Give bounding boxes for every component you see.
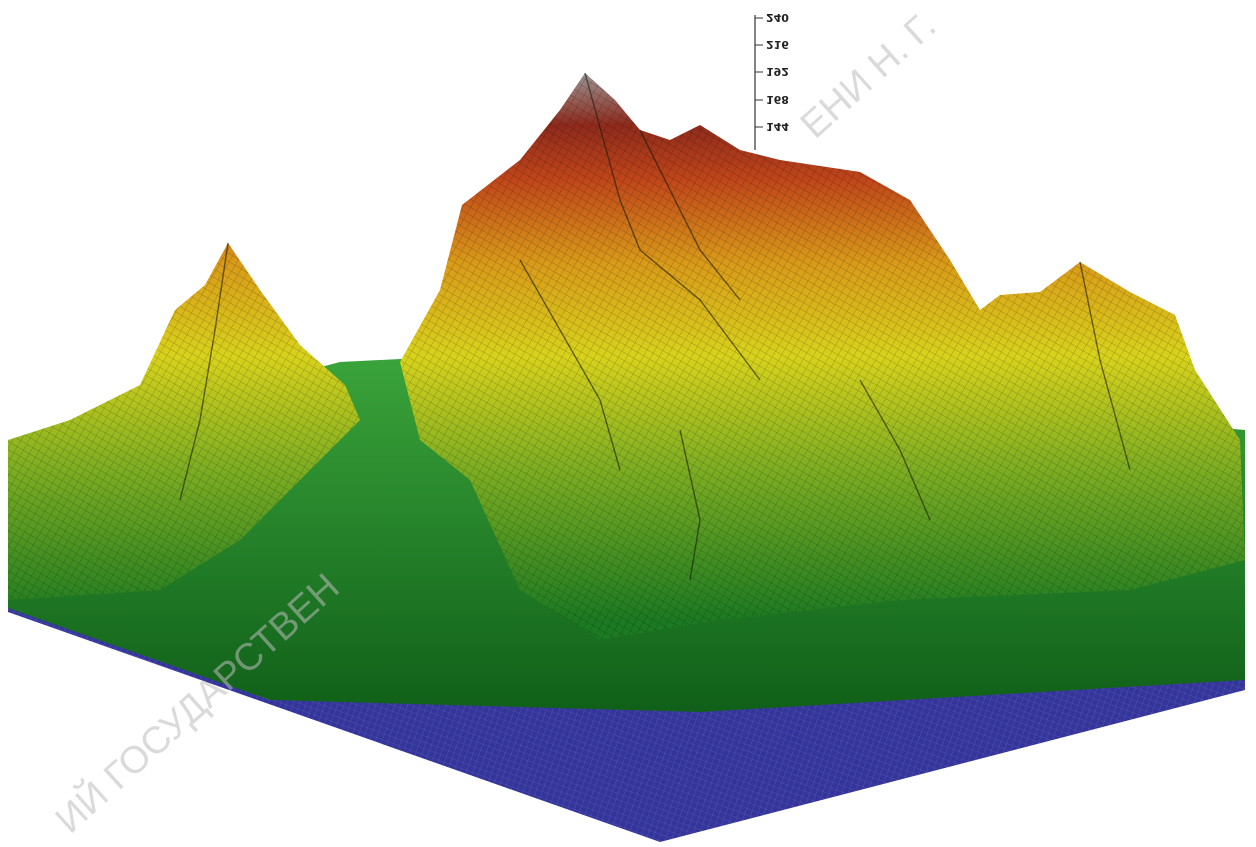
watermark: ЕНИ Н. Г. <box>793 5 944 147</box>
page: 240 216 192 168 144 ИЙ ГОСУДАРСТВЕН ЕНИ … <box>0 0 1256 847</box>
elevation-axis: 240 216 192 168 144 <box>755 11 789 150</box>
terrain-render: 240 216 192 168 144 ИЙ ГОСУДАРСТВЕН ЕНИ … <box>0 0 1256 847</box>
tick-label: 216 <box>766 38 789 51</box>
tick-label: 240 <box>766 11 789 24</box>
tick-label: 192 <box>766 65 789 78</box>
tick-label: 168 <box>766 93 789 106</box>
main-massif-mesh <box>400 73 1245 640</box>
tick-label: 144 <box>766 120 789 133</box>
